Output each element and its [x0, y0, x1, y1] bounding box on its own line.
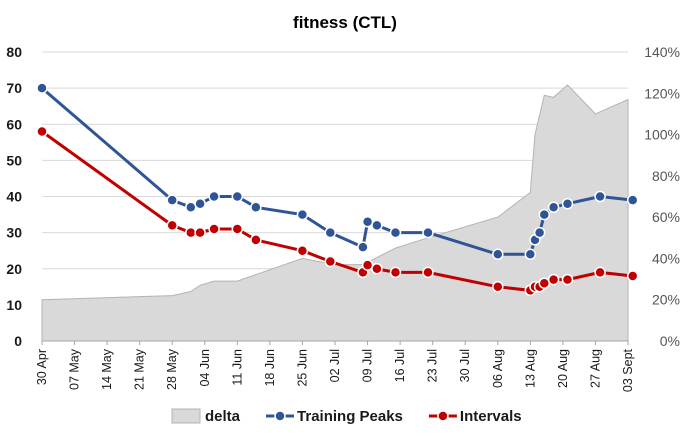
intervals-legend-label: Intervals [460, 408, 522, 425]
intervals-point [361, 259, 374, 271]
training-peaks-point [524, 248, 537, 261]
series-lines-layer [36, 82, 639, 297]
x-tick-label: 13 Aug [523, 349, 537, 388]
training-peaks-point [324, 226, 337, 239]
y-left-tick-label: 50 [6, 152, 22, 168]
training-peaks-point [492, 248, 504, 261]
intervals-point [194, 226, 206, 239]
intervals-point [296, 244, 309, 257]
training-peaks-point [371, 219, 383, 232]
x-tick-label: 16 Jul [393, 349, 407, 382]
y-left-tick-label: 0 [14, 333, 22, 349]
intervals-point [166, 219, 178, 232]
training-peaks-point [231, 190, 244, 203]
y-right-tick-label: 0% [660, 333, 680, 349]
intervals-point [594, 266, 606, 279]
x-tick-label: 20 Aug [556, 349, 570, 388]
y-right-tick-label: 120% [644, 85, 680, 101]
x-tick-label: 28 May [165, 348, 179, 390]
y-left-tick-label: 70 [6, 80, 22, 96]
training-peaks-point [422, 226, 434, 239]
intervals-legend-marker [437, 410, 449, 422]
legend: delta Training Peaks Intervals [171, 408, 522, 425]
training-peaks-point [626, 194, 639, 206]
y-right-tick-label: 60% [652, 209, 680, 225]
y-right-tick-label: 80% [652, 168, 680, 184]
training-peaks-point [208, 190, 220, 203]
intervals-point [324, 255, 337, 268]
intervals-point [626, 270, 639, 282]
intervals-point [208, 223, 220, 235]
x-tick-label: 03 Sept [621, 348, 635, 392]
delta-area-layer [41, 84, 629, 342]
x-tick-label: 23 Jul [426, 349, 440, 382]
training-peaks-point [561, 197, 574, 210]
intervals-point [492, 281, 504, 293]
y-left-tick-label: 20 [6, 261, 22, 277]
intervals-point [422, 266, 434, 279]
x-tick-label: 30 Jul [458, 349, 472, 382]
y-right-tick-label: 20% [652, 292, 680, 308]
training-peaks-point [547, 201, 560, 214]
training-peaks-point [357, 241, 369, 253]
training-peaks-point [533, 226, 546, 239]
y-right-tick-label: 100% [644, 127, 680, 143]
x-tick-label: 18 Jun [263, 349, 277, 387]
y-right-tick-label: 140% [644, 44, 680, 60]
training-peaks-point [185, 201, 197, 214]
x-tick-label: 04 Jun [198, 349, 212, 387]
x-tick-label: 07 May [68, 348, 82, 390]
y-left-tick-label: 80 [6, 44, 22, 60]
training-peaks-point [296, 208, 309, 221]
y-left-tick-label: 10 [6, 297, 22, 313]
intervals-point [185, 226, 197, 239]
training-peaks-point [166, 194, 178, 206]
intervals-point [36, 125, 48, 138]
delta-legend-swatch [171, 408, 201, 424]
axes: 0 10 20 30 40 50 60 70 80 0% 20% 40% 60% 80% 100% 120% 1… [6, 44, 680, 392]
x-tick-label: 11 Jun [230, 349, 244, 386]
intervals-point [231, 223, 244, 235]
intervals-point [538, 277, 551, 289]
intervals-point [371, 263, 383, 275]
y-right-tick-label: 40% [652, 250, 680, 266]
x-tick-label: 06 Aug [491, 349, 505, 388]
training-peaks-point [389, 226, 402, 239]
chart-title: fitness (CTL) [293, 13, 397, 32]
training-peaks-point [361, 216, 374, 228]
intervals-point [547, 273, 560, 286]
training-peaks-point [194, 197, 206, 210]
training-peaks-point [36, 82, 48, 94]
x-tick-label: 14 May [100, 348, 114, 390]
x-tick-label: 27 Aug [588, 349, 602, 388]
training-peaks-point [250, 201, 262, 214]
x-tick-label: 25 Jun [295, 349, 309, 387]
delta-area [41, 84, 629, 342]
y-left-tick-label: 40 [6, 189, 22, 205]
delta-legend-label: delta [205, 408, 241, 425]
training-peaks-legend-marker [274, 410, 286, 422]
training-peaks-point [594, 190, 606, 203]
training-peaks-point [538, 208, 551, 221]
y-left-tick-label: 30 [6, 225, 22, 241]
x-tick-label: 02 Jul [328, 349, 342, 382]
intervals-point [389, 266, 402, 279]
x-tick-label: 09 Jul [361, 349, 375, 382]
x-tick-label: 30 Apr [35, 349, 49, 385]
training-peaks-legend-label: Training Peaks [297, 408, 403, 425]
intervals-point [561, 273, 574, 286]
y-left-tick-label: 60 [6, 116, 22, 132]
x-tick-label: 21 May [133, 348, 147, 390]
intervals-point [250, 234, 262, 246]
